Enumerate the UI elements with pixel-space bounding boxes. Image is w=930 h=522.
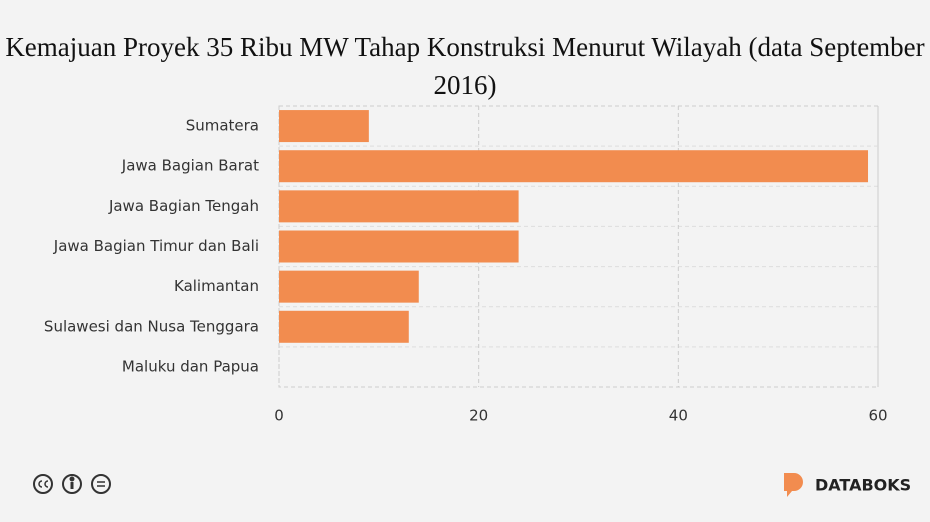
- y-tick-label: Sulawesi dan Nusa Tenggara: [44, 317, 259, 335]
- bar: [279, 310, 409, 343]
- y-tick-label: Jawa Bagian Barat: [121, 157, 259, 175]
- x-tick-label: 0: [274, 407, 284, 425]
- y-tick-label: Jawa Bagian Tengah: [108, 197, 259, 215]
- bar: [279, 230, 519, 263]
- x-tick-label: 20: [469, 407, 488, 425]
- bar: [279, 150, 869, 183]
- x-tick-label: 60: [868, 407, 887, 425]
- chart-title: Kemajuan Proyek 35 Ribu MW Tahap Konstru…: [5, 32, 925, 100]
- x-tick-label: 40: [669, 407, 688, 425]
- brand: DATABOKS: [815, 476, 911, 495]
- y-tick-label: Jawa Bagian Timur dan Bali: [53, 237, 259, 255]
- y-tick-label: Sumatera: [186, 117, 259, 135]
- bar: [279, 190, 519, 223]
- bar: [279, 270, 419, 303]
- bar: [279, 110, 369, 143]
- y-tick-label: Maluku dan Papua: [122, 357, 259, 375]
- license-icons: [33, 474, 111, 494]
- brand-logo: [784, 473, 803, 497]
- y-tick-label: Kalimantan: [174, 277, 259, 295]
